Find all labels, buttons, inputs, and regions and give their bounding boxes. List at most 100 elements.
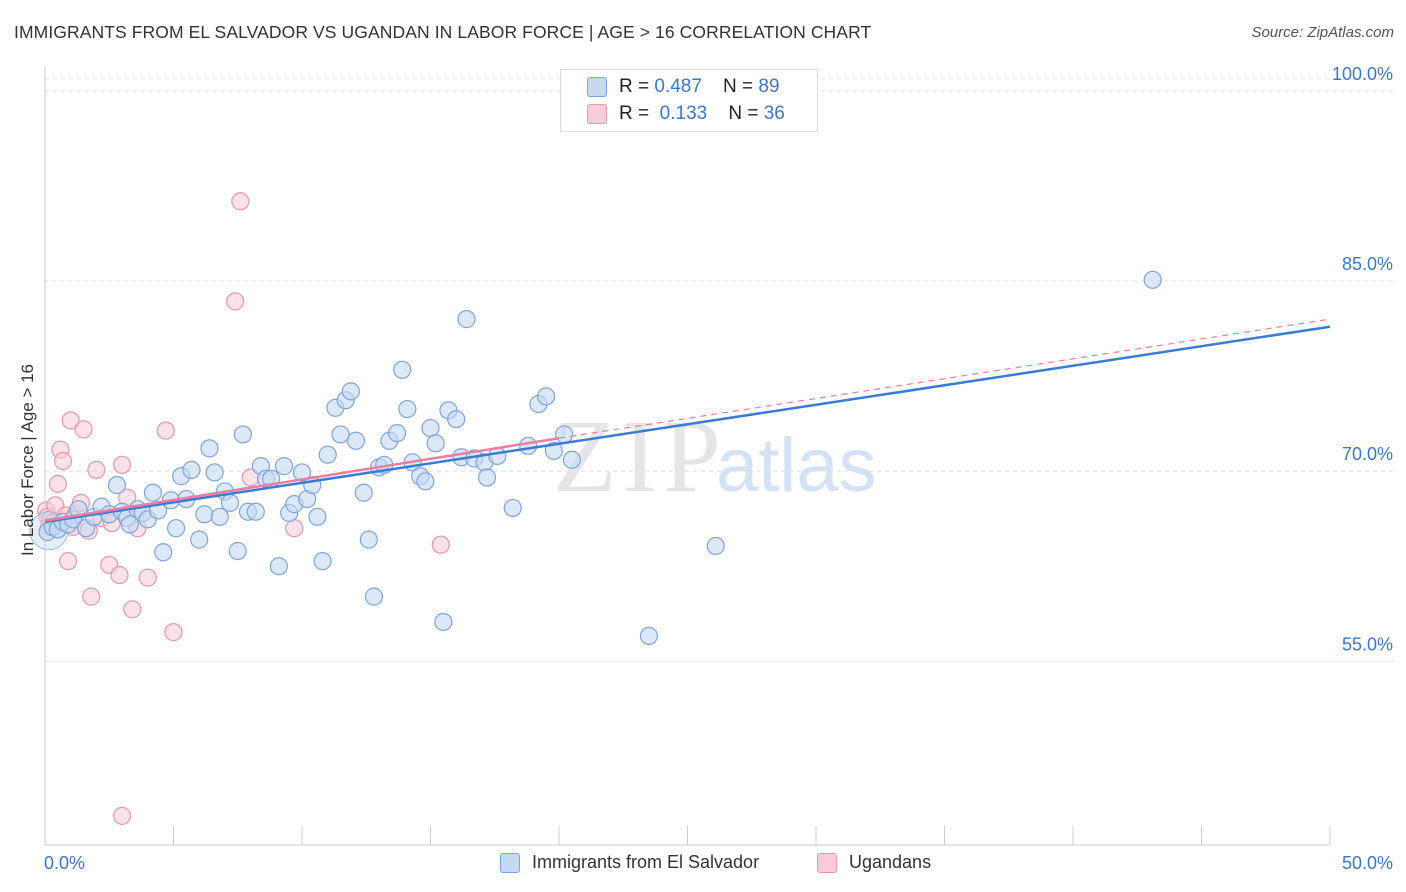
source-label: Source: ZipAtlas.com	[1251, 24, 1394, 41]
data-point-ugandans	[231, 192, 250, 211]
data-point-ugandans	[156, 421, 175, 440]
trend-lines	[44, 318, 1331, 524]
n-label: N =	[728, 103, 764, 124]
data-point-el-salvador	[544, 441, 563, 460]
data-point-ugandans	[82, 587, 101, 606]
data-point-ugandans	[431, 535, 450, 554]
data-point-ugandans	[61, 411, 80, 430]
data-point-el-salvador	[639, 626, 659, 646]
data-point-el-salvador	[393, 360, 412, 379]
data-point-el-salvador	[318, 445, 337, 464]
data-point-ugandans	[112, 806, 132, 825]
data-point-ugandans	[164, 623, 183, 642]
y-tick-label: 85.0%	[1342, 254, 1393, 274]
data-point-el-salvador	[313, 552, 332, 571]
data-point-el-salvador	[205, 463, 224, 482]
data-point-ugandans	[285, 519, 304, 538]
y-tick-label: 55.0%	[1342, 634, 1393, 654]
data-point-el-salvador	[120, 515, 139, 534]
data-point-el-salvador	[308, 507, 327, 526]
data-point-ugandans	[48, 474, 67, 493]
data-point-el-salvador	[341, 382, 360, 401]
stats-legend: R = 0.487 N = 89 R = 0.133 N = 36	[560, 69, 818, 132]
stats-text-blue: R = 0.487 N = 89	[619, 76, 780, 98]
data-point-ugandans	[110, 565, 129, 585]
data-point-el-salvador	[143, 483, 163, 502]
data-point-el-salvador	[354, 483, 373, 502]
data-point-ugandans	[87, 460, 106, 480]
data-point-el-salvador	[359, 530, 378, 549]
trend-line-ugandans	[44, 436, 560, 522]
legend-label-el-salvador: Immigrants from El Salvador	[532, 852, 760, 872]
data-point-el-salvador	[706, 536, 725, 556]
data-point-ugandans	[74, 420, 93, 439]
trend-line-ugandans-extension	[558, 318, 1331, 439]
data-point-el-salvador	[190, 530, 209, 549]
data-point-el-salvador	[537, 387, 556, 406]
grid-lines	[45, 78, 1393, 662]
data-point-el-salvador	[387, 424, 407, 443]
r-value: 0.133	[659, 103, 708, 124]
legend-item-el-salvador[interactable]: Immigrants from El Salvador	[500, 852, 759, 873]
legend-label-ugandans: Ugandans	[849, 852, 932, 872]
legend-swatch-pink	[587, 104, 607, 124]
chart-title: IMMIGRANTS FROM EL SALVADOR VS UGANDAN I…	[14, 22, 872, 42]
y-tick-label: 100.0%	[1332, 64, 1393, 84]
y-axis-label: In Labor Force | Age > 16	[18, 363, 37, 557]
y-tick-label: 70.0%	[1342, 444, 1393, 464]
data-point-el-salvador	[233, 425, 252, 444]
series-legend: Immigrants from El Salvador Ugandans	[0, 852, 1406, 878]
legend-item-ugandans[interactable]: Ugandans	[817, 852, 931, 873]
data-point-el-salvador	[398, 399, 417, 419]
x-tick-label: 0.0%	[44, 853, 85, 873]
data-point-ugandans	[112, 455, 132, 474]
watermark-atlas: atlas	[716, 423, 877, 508]
data-point-el-salvador	[210, 507, 229, 526]
data-point-el-salvador	[195, 505, 214, 524]
n-value: 89	[758, 76, 780, 97]
data-point-el-salvador	[364, 587, 384, 606]
data-point-ugandans	[123, 600, 142, 619]
data-point-el-salvador	[246, 502, 265, 521]
data-point-el-salvador	[421, 418, 440, 438]
data-point-el-salvador	[228, 541, 247, 561]
watermark: ZIP atlas	[553, 399, 877, 514]
trend-line-el-salvador	[44, 325, 1331, 524]
watermark-zip: ZIP	[553, 399, 727, 514]
data-point-el-salvador	[457, 310, 476, 329]
data-point-el-salvador	[154, 543, 173, 562]
data-point-ugandans	[59, 552, 78, 571]
data-point-el-salvador	[269, 557, 288, 576]
data-point-el-salvador	[434, 612, 453, 632]
x-tick-label: 50.0%	[1342, 853, 1393, 873]
data-point-el-salvador	[200, 439, 219, 458]
data-point-el-salvador	[346, 431, 366, 450]
data-point-el-salvador	[555, 425, 574, 444]
data-point-el-salvador	[519, 436, 538, 455]
data-point-el-salvador	[107, 476, 127, 495]
r-label: R =	[619, 103, 655, 124]
legend-swatch-blue	[587, 77, 607, 97]
stats-text-pink: R = 0.133 N = 36	[619, 103, 785, 125]
axes	[44, 66, 1331, 846]
r-label: R =	[619, 76, 655, 97]
data-point-el-salvador	[331, 425, 350, 444]
data-point-el-salvador	[1143, 270, 1162, 289]
tick-labels: 55.0% 70.0% 85.0% 100.0% 0.0% 50.0%	[44, 64, 1393, 873]
data-point-el-salvador	[274, 457, 294, 476]
n-label: N =	[723, 76, 759, 97]
data-point-el-salvador	[426, 434, 445, 453]
data-point-ugandans	[226, 292, 245, 311]
data-point-el-salvador	[477, 468, 497, 487]
data-point-el-salvador	[166, 519, 186, 538]
data-point-el-salvador	[220, 493, 240, 512]
data-point-el-salvador	[447, 410, 466, 429]
r-value: 0.487	[654, 76, 702, 97]
data-point-el-salvador	[182, 460, 201, 480]
data-point-el-salvador	[503, 498, 522, 518]
legend-swatch-blue	[500, 852, 520, 873]
data-point-el-salvador	[562, 450, 581, 469]
data-point-ugandans	[138, 568, 157, 587]
n-value: 36	[763, 103, 785, 124]
